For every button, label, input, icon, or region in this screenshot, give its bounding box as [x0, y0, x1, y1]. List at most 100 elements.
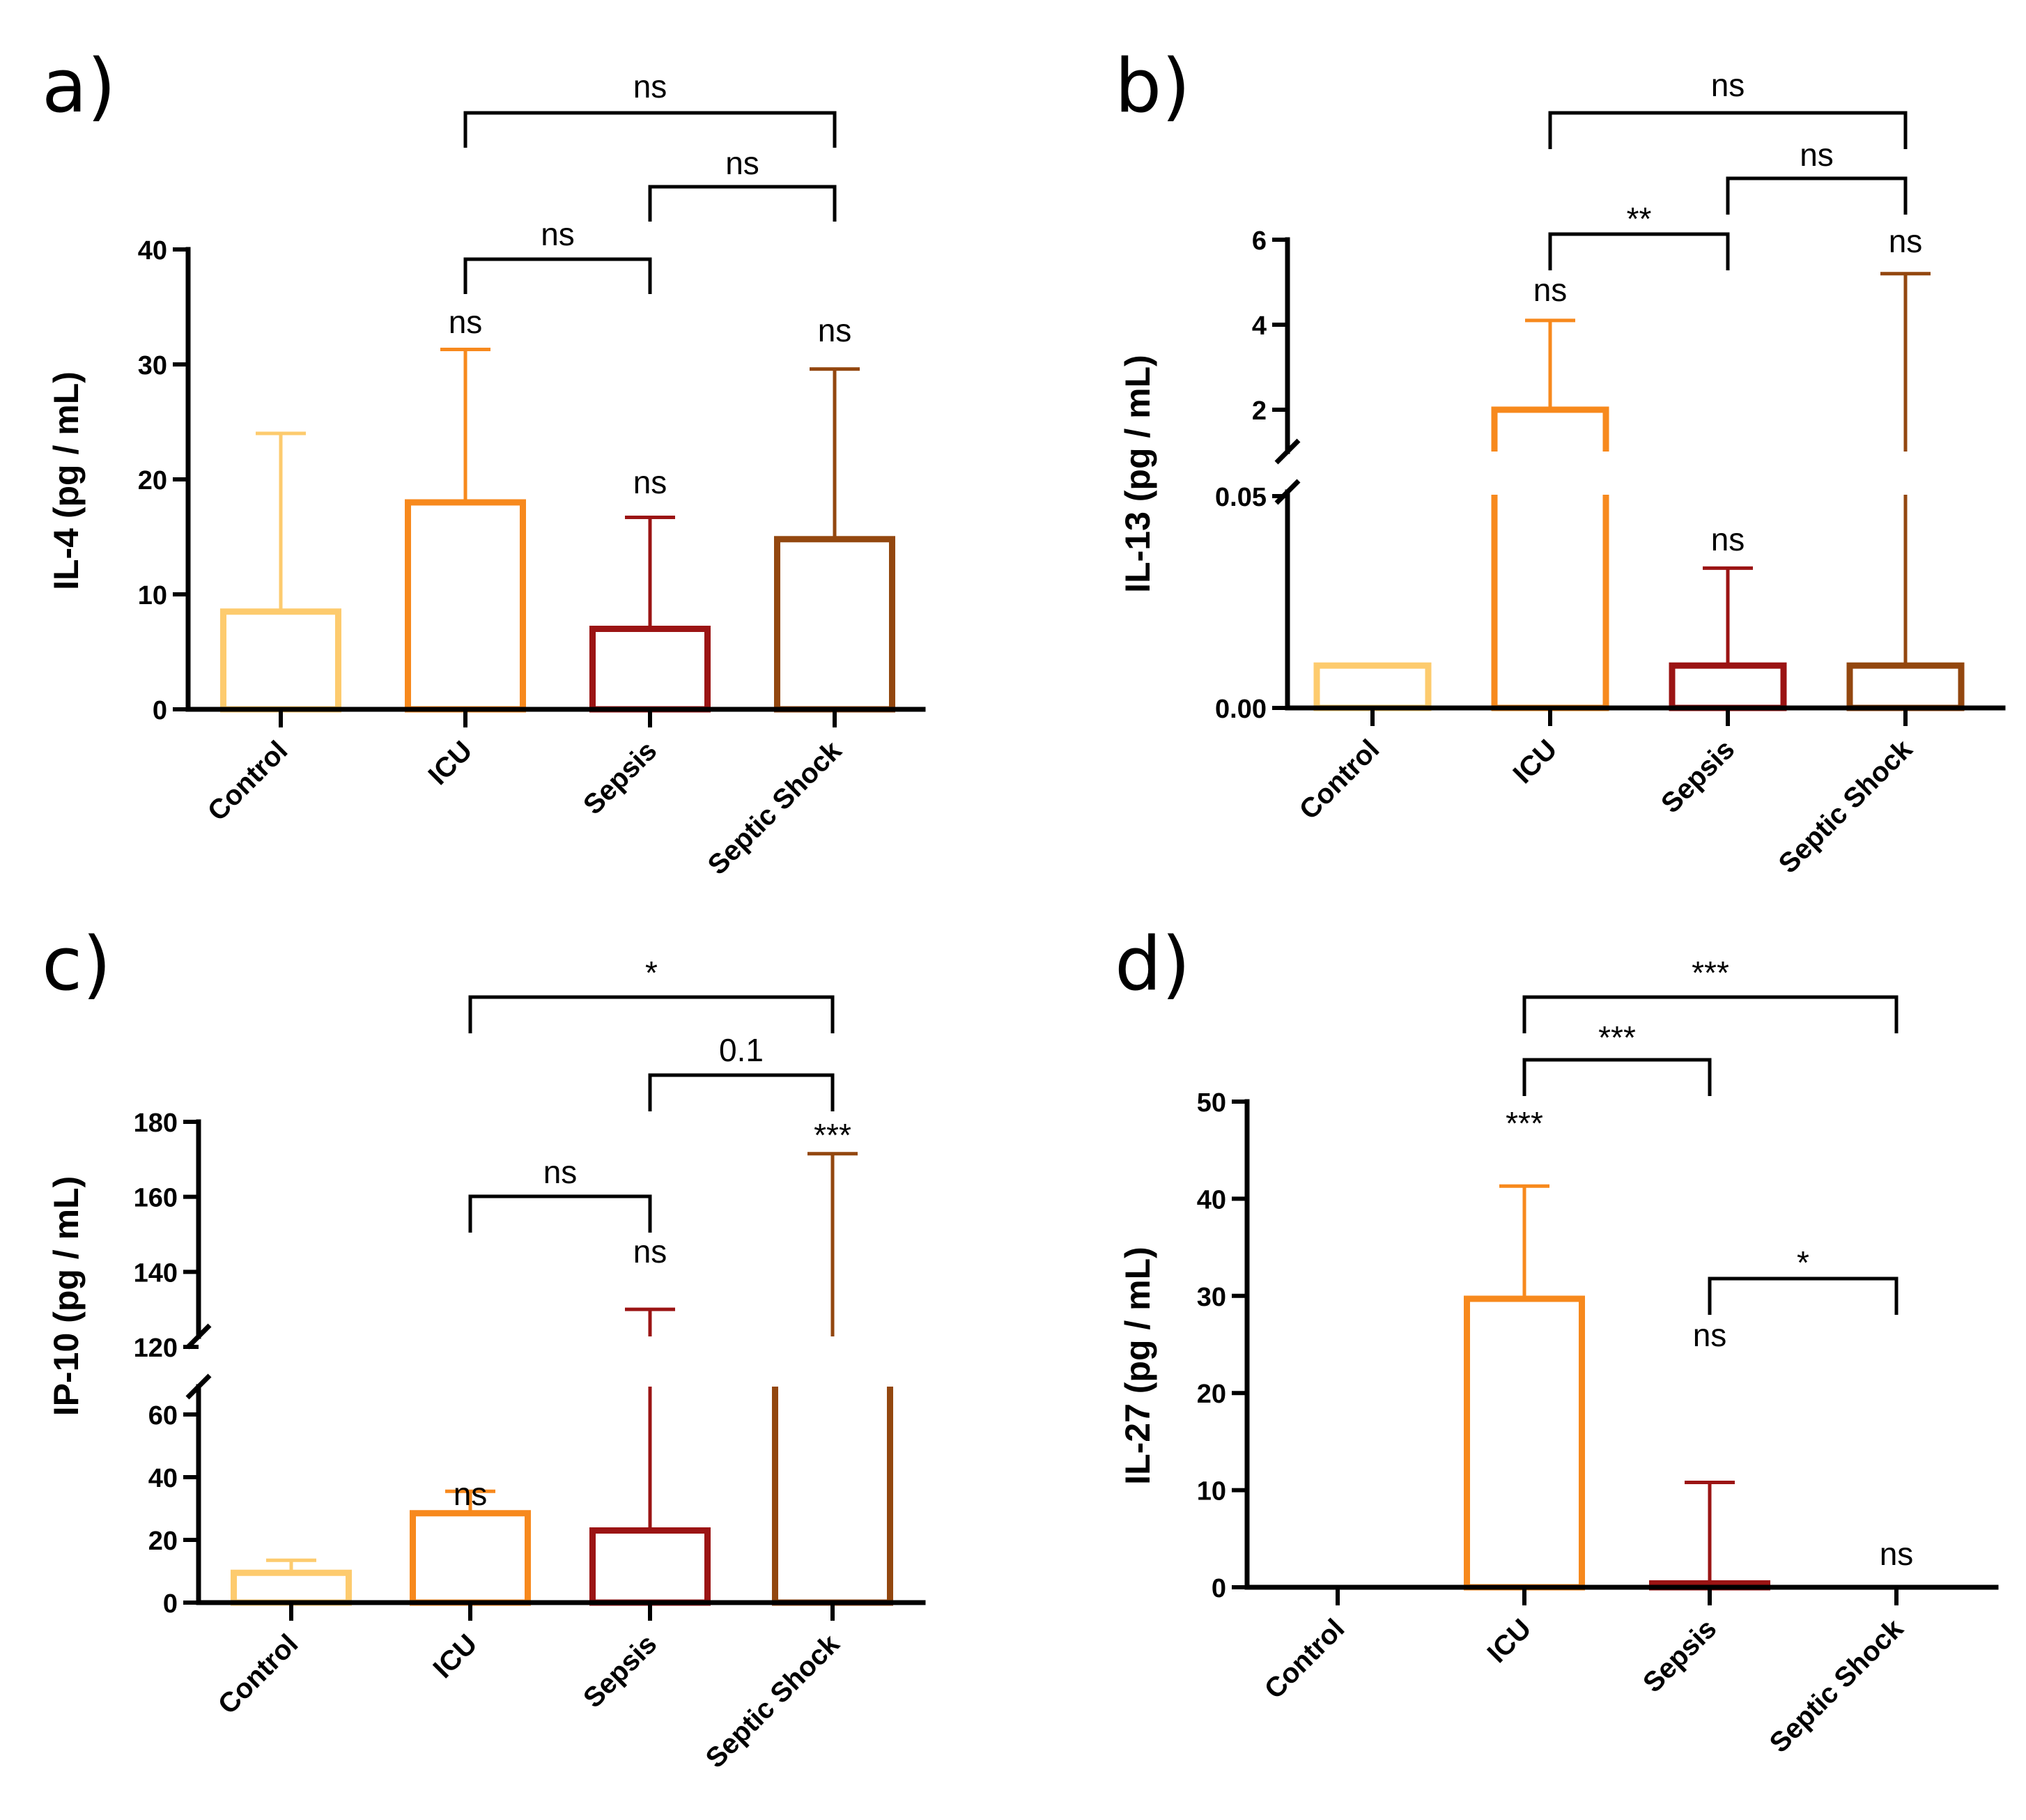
y-tick-label: 20: [148, 1527, 178, 1556]
y-tick-label: 0.05: [1215, 483, 1267, 512]
y-tick-label: 140: [134, 1258, 178, 1288]
y-axis-title: IP-10 (pg / mL): [47, 1176, 86, 1416]
comparison-bracket: [1522, 995, 1899, 1033]
comparison-bracket: [1548, 111, 1908, 149]
y-tick-label: 60: [148, 1401, 178, 1430]
y-tick-label: 30: [138, 351, 167, 380]
panel-a: a) IL-4 (pg / mL) 0 10 20 30 40 Control ICU Sepsi…: [42, 43, 926, 881]
panel-d-label: d): [1115, 921, 1191, 1007]
y-tick-label: 30: [1197, 1283, 1226, 1312]
category-label-control: Control: [212, 1628, 304, 1720]
y-tick-label: 10: [1197, 1477, 1226, 1506]
y-tick-label: 4: [1252, 311, 1267, 341]
bar-sepsis: [589, 626, 711, 713]
significance-label-septic-shock: ns: [818, 312, 852, 348]
y-tick-label: 10: [138, 581, 167, 610]
comparison-label: ***: [1598, 1019, 1636, 1056]
category-label-septic-shock: Septic Shock: [702, 735, 848, 881]
bar-icu: [1464, 1295, 1585, 1591]
comparison-bracket: [1522, 1058, 1712, 1096]
axis-break-gap: [1260, 452, 2003, 495]
significance-label-sepsis: ns: [1693, 1317, 1727, 1353]
comparison-bracket: [1708, 1277, 1899, 1315]
comparison-label: ns: [541, 216, 575, 252]
y-tick-label: 2: [1252, 396, 1267, 426]
y-tick-label: 6: [1252, 226, 1267, 256]
y-axis-title: IL-27 (pg / mL): [1118, 1247, 1157, 1485]
axis-break-mark: [185, 1323, 212, 1350]
significance-label-icu: ***: [1506, 1105, 1543, 1141]
y-tick-label: 40: [138, 236, 167, 265]
y-tick-label: 160: [134, 1184, 178, 1213]
bar-sepsis: [589, 1527, 711, 1606]
panel-d: d) IL-27 (pg / mL) 0 10 20 30 40 50 Control ICU Se…: [1115, 921, 1999, 1759]
comparison-label: ***: [1692, 955, 1729, 991]
category-label-sepsis: Sepsis: [1655, 734, 1740, 819]
category-label-septic-shock: Septic Shock: [1773, 734, 1919, 879]
category-label-control: Control: [1259, 1613, 1351, 1705]
significance-label-septic-shock: ns: [1889, 223, 1923, 259]
comparison-label: *: [1797, 1244, 1809, 1281]
bar-septic-shock: [774, 536, 895, 713]
y-tick-label: 20: [1197, 1380, 1226, 1409]
axis-break-mark: [1274, 438, 1301, 465]
comparison-bracket: [648, 1073, 835, 1111]
significance-label-septic-shock: ***: [814, 1117, 851, 1153]
comparison-bracket: [648, 185, 837, 222]
comparison-bracket: [463, 111, 837, 148]
category-label-control: Control: [1294, 734, 1386, 826]
y-tick-label: 40: [1197, 1185, 1226, 1214]
y-tick-label: 0: [153, 696, 167, 725]
y-tick-label: 0: [163, 1589, 178, 1619]
y-tick-label: 20: [138, 466, 167, 495]
y-tick-label: 0: [1212, 1574, 1226, 1603]
comparison-bracket: [468, 995, 835, 1033]
comparison-label: **: [1627, 201, 1652, 237]
category-label-control: Control: [202, 735, 294, 827]
bar-control: [220, 608, 341, 713]
category-label-septic-shock: Septic Shock: [1764, 1613, 1910, 1759]
comparison-label: ns: [1800, 137, 1834, 173]
bar-sepsis: [1669, 662, 1787, 711]
comparison-label: ns: [543, 1154, 578, 1190]
comparison-bracket: [463, 257, 652, 294]
category-label-sepsis: Sepsis: [578, 735, 663, 820]
y-tick-label: 50: [1197, 1088, 1226, 1118]
significance-label-icu: ns: [1533, 272, 1568, 308]
panel-b: b) IL-13 (pg / mL) 0.00 0.05 2 4 6 Control ICU Se…: [1115, 43, 2006, 879]
category-label-sepsis: Sepsis: [578, 1628, 663, 1713]
comparison-label: ns: [725, 145, 759, 181]
comparison-bracket: [1548, 232, 1730, 270]
comparison-label: ns: [1711, 67, 1745, 103]
panel-c: c) IP-10 (pg / mL) 0 20 40 60 120 140 160 180 Cont…: [42, 921, 926, 1774]
axis-break-mark: [185, 1373, 212, 1400]
category-label-icu: ICU: [428, 1628, 484, 1684]
y-tick-label: 40: [148, 1464, 178, 1493]
comparison-label: *: [645, 955, 658, 991]
bar-icu: [410, 1510, 531, 1606]
bar-control: [1313, 662, 1432, 711]
category-label-icu: ICU: [423, 735, 479, 791]
y-tick-label: 180: [134, 1109, 178, 1138]
significance-label-sepsis: ns: [633, 1233, 667, 1270]
significance-label-sepsis: ns: [1711, 521, 1745, 557]
category-label-septic-shock: Septic Shock: [700, 1628, 846, 1774]
panel-a-label: a): [42, 43, 116, 129]
category-label-sepsis: Sepsis: [1637, 1613, 1722, 1698]
significance-label-septic-shock: ns: [1880, 1536, 1914, 1572]
y-tick-label: 0.00: [1215, 695, 1267, 724]
significance-label-icu: ns: [454, 1476, 488, 1512]
comparison-label: 0.1: [719, 1032, 764, 1068]
significance-label-sepsis: ns: [633, 464, 667, 500]
y-axis-title: IL-4 (pg / mL): [47, 371, 86, 590]
bar-icu: [405, 499, 526, 713]
comparison-bracket: [1726, 176, 1908, 215]
axis-break-gap: [171, 1336, 923, 1387]
category-label-icu: ICU: [1508, 734, 1563, 789]
bar-control: [231, 1569, 352, 1606]
comparison-bracket: [468, 1194, 652, 1233]
axis-break-mark: [1274, 479, 1301, 505]
bar-septic-shock: [1846, 662, 1965, 711]
panel-b-label: b): [1115, 43, 1191, 129]
